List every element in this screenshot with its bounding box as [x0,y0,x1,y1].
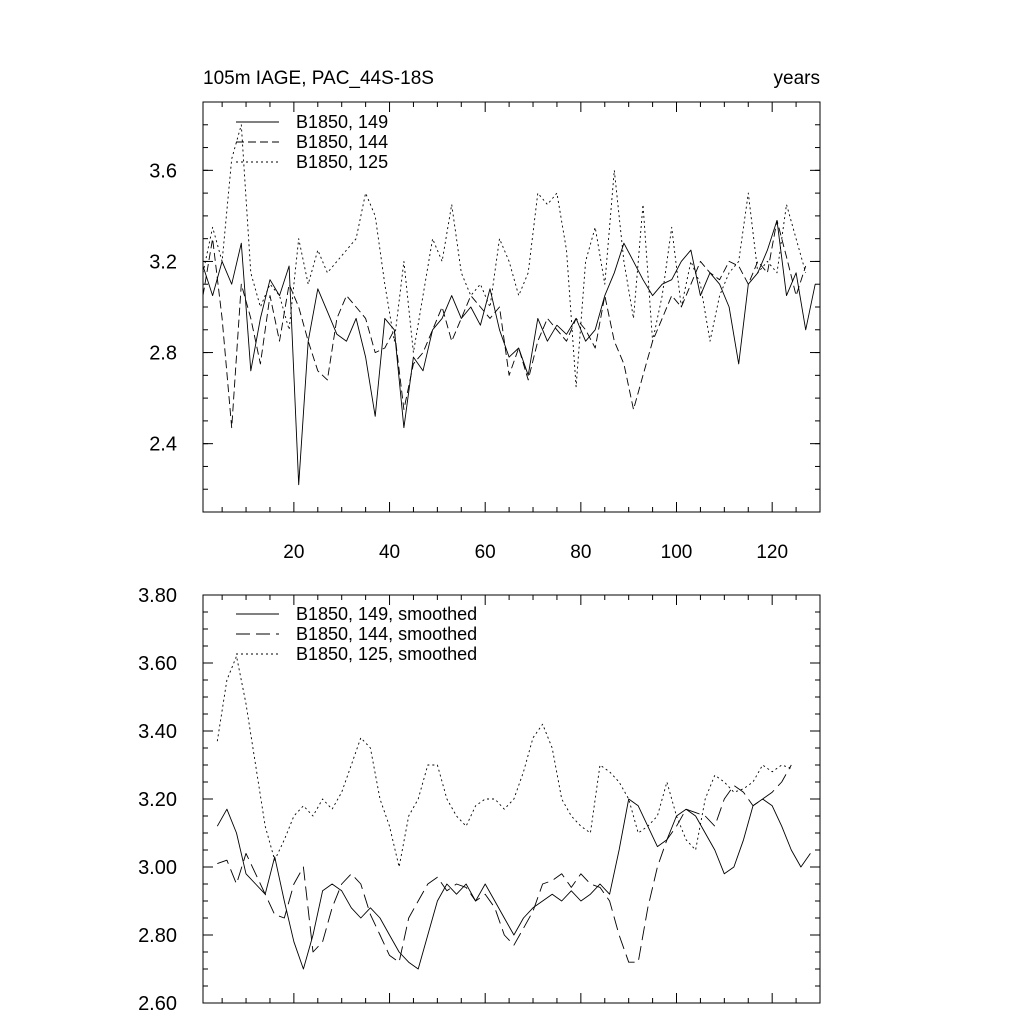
legend-label-149-smoothed: B1850, 149, smoothed [296,604,477,624]
y-tick-label: 2.60 [138,993,177,1015]
y-tick-label: 2.8 [149,343,177,365]
chart-marks: 20 40 60 80 100 120 2.4 2.8 3.2 3.6 2.60 2.80 3.00 3.… [138,101,820,1015]
x-tick-label: 100 [661,542,693,563]
series-line-b1850-144-smoothed [217,764,792,963]
y-tick-label: 3.00 [138,857,177,879]
legend-label-144: B1850, 144 [296,132,388,152]
top-legend: B1850, 149 B1850, 144 B1850, 125 [236,112,388,172]
series-line-b1850-144 [202,219,807,429]
y-tick-label: 3.20 [138,789,177,811]
y-tick-label: 3.60 [138,653,177,675]
y-tick-label: 3.40 [138,721,177,743]
series-line-b1850-149 [202,219,816,486]
top-panel-title: 105m IAGE, PAC_44S-18S [203,68,434,89]
y-tick-label: 3.80 [138,585,177,607]
legend-label-144-smoothed: B1850, 144, smoothed [296,624,477,644]
y-tick-label: 3.2 [149,251,177,273]
x-tick-label: 60 [475,542,496,563]
series-line-b1850-125-smoothed [216,655,792,868]
legend-label-149: B1850, 149 [296,112,388,132]
x-tick-label: 120 [756,542,788,563]
x-tick-label: 40 [379,542,400,563]
x-tick-label: 80 [570,542,591,563]
bottom-legend: B1850, 149, smoothed B1850, 144, smoothe… [236,604,477,664]
legend-label-125-smoothed: B1850, 125, smoothed [296,644,477,664]
series-line-b1850-125 [202,124,807,388]
y-tick-label: 3.6 [149,160,177,182]
y-tick-label: 2.4 [149,434,177,456]
y-tick-label: 2.80 [138,925,177,947]
legend-label-125: B1850, 125 [296,152,388,172]
top-panel-units: years [774,68,820,89]
x-tick-label: 20 [283,542,304,563]
series-line-b1850-149-smoothed [216,798,811,970]
